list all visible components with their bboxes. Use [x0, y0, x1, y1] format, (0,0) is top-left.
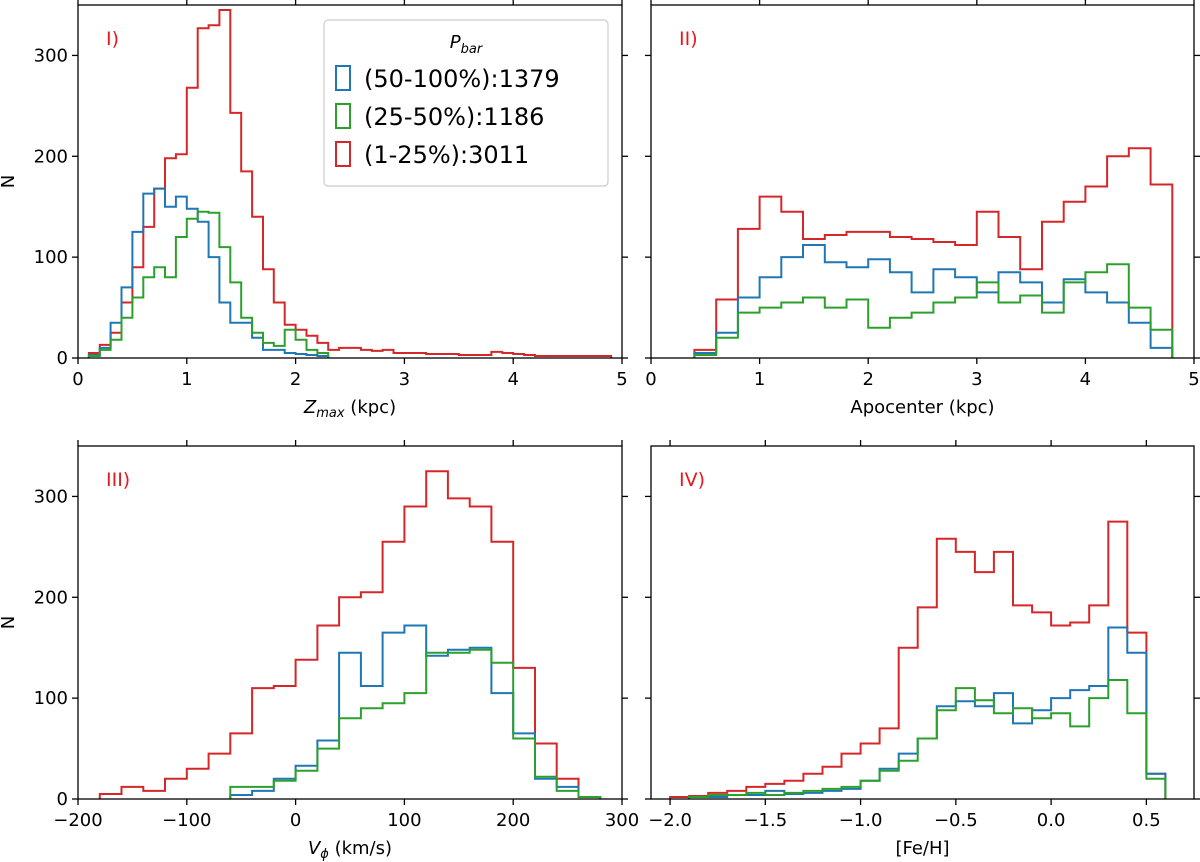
y-tick-label: 300: [34, 45, 68, 66]
x-tick-label: 5: [616, 369, 627, 390]
x-axis-label-main: V: [308, 838, 322, 859]
legend-title-main: P: [450, 32, 461, 53]
axes-frame: [650, 445, 1195, 800]
legend: Pbar (50-100%):1379 (25-50%):1186 (1-25%):3…: [323, 19, 609, 187]
series-green-line: [229, 648, 602, 799]
panel-label: III): [106, 469, 130, 491]
legend-swatch-red: [335, 141, 351, 167]
x-tick-label: 1: [754, 369, 765, 390]
legend-entry-label: (25-50%):1186: [364, 103, 544, 131]
series-red-line: [98, 470, 602, 799]
y-tick-label: 0: [57, 789, 68, 810]
x-axis-label: [Fe/H]: [895, 838, 949, 859]
x-tick-label: −2.0: [648, 810, 692, 831]
series-red-line: [669, 520, 1167, 799]
legend-swatch-green: [335, 103, 351, 129]
x-tick-label: 3: [399, 369, 410, 390]
y-axis-label: N: [0, 616, 19, 629]
x-axis-label-main: Z: [303, 397, 317, 418]
y-axis-label: N: [0, 175, 19, 188]
series-blue-line: [87, 187, 330, 358]
series-blue-line: [693, 244, 1174, 358]
x-axis-label: Apocenter (kpc): [850, 397, 994, 418]
series-blue-line: [688, 626, 1167, 799]
legend-title-sub: bar: [461, 42, 484, 57]
axes-frame: [77, 445, 623, 800]
series-red-line: [693, 147, 1174, 358]
panel-3: −200 −100 0 100 200 300 0 100 200 300 Vϕ (km/s) N II…: [0, 440, 639, 862]
x-axis-label-sub: ϕ: [320, 847, 329, 862]
x-tick-label: 0: [645, 369, 656, 390]
legend-entry-label: (50-100%):1379: [364, 65, 560, 93]
legend-entry-label: (1-25%):3011: [364, 141, 529, 169]
x-axis-label-unit: (km/s): [329, 838, 392, 859]
x-tick-label: 5: [1188, 369, 1199, 390]
legend-box: [323, 19, 609, 187]
x-tick-label: 2: [290, 369, 301, 390]
y-tick-label: 300: [34, 486, 68, 507]
x-axis-label: Zmax (kpc): [303, 397, 396, 421]
y-tick-label: 200: [34, 587, 68, 608]
x-tick-label: 0: [72, 369, 83, 390]
x-tick-label: −1.5: [743, 810, 787, 831]
x-tick-label: 200: [496, 810, 530, 831]
series-blue-line: [229, 624, 602, 799]
panel-label: I): [106, 28, 119, 50]
x-tick-label: 1: [181, 369, 192, 390]
panel-label: IV): [679, 469, 705, 491]
x-tick-label: 0: [290, 810, 301, 831]
panel-2: 0 1 2 3 4 5 Apocenter (kpc) II): [645, 0, 1200, 418]
series-green-line: [693, 263, 1174, 358]
series-group: [693, 147, 1174, 358]
series-green-line: [688, 679, 1167, 799]
panel-4: −2.0 −1.5 −1.0 −0.5 0.0 0.5 [Fe/H] IV): [645, 440, 1200, 859]
x-tick-label: 3: [971, 369, 982, 390]
legend-title: Pbar: [450, 32, 484, 57]
x-tick-label: −0.5: [934, 810, 978, 831]
y-tick-label: 100: [34, 247, 68, 268]
x-tick-label: 2: [862, 369, 873, 390]
x-tick-label: −200: [53, 810, 102, 831]
y-tick-label: 200: [34, 146, 68, 167]
x-tick-label: 300: [605, 810, 639, 831]
legend-swatch-blue: [335, 65, 351, 91]
x-axis-label: Vϕ (km/s): [308, 838, 392, 862]
x-tick-label: −1.0: [839, 810, 883, 831]
y-tick-label: 100: [34, 688, 68, 709]
x-tick-label: 0.0: [1037, 810, 1066, 831]
x-axis-label-sub: max: [316, 406, 345, 421]
series-green-line: [87, 210, 330, 358]
x-tick-label: 4: [1080, 369, 1091, 390]
panel-label: II): [679, 28, 698, 50]
series-group: [98, 470, 602, 799]
panel-1: 0 1 2 3 4 5 0 100 200 300 Zmax (kpc) N I): [0, 0, 628, 421]
x-tick-label: 4: [507, 369, 518, 390]
x-axis-label-unit: (kpc): [345, 397, 397, 418]
series-group: [669, 520, 1167, 799]
x-tick-label: 100: [387, 810, 421, 831]
x-tick-label: 0.5: [1132, 810, 1161, 831]
axes-frame: [650, 4, 1195, 359]
x-tick-label: −100: [162, 810, 211, 831]
series-group: [87, 9, 613, 358]
y-tick-label: 0: [57, 348, 68, 369]
axes-frame: [77, 4, 623, 359]
